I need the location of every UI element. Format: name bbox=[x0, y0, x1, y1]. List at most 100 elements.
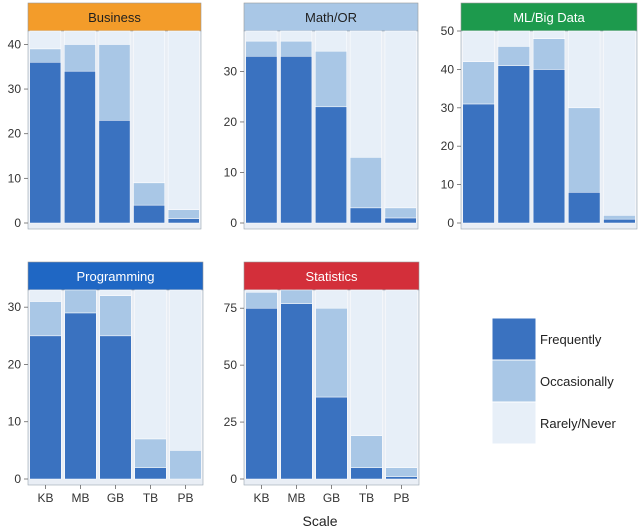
bar-programming-tb-frequently bbox=[134, 467, 167, 480]
bar-business-gb-rarely bbox=[98, 30, 131, 45]
bar-statistics-kb-rarely bbox=[245, 289, 278, 293]
legend-swatch-frequently bbox=[491, 317, 537, 361]
bar-business-pb-frequently bbox=[167, 218, 200, 224]
bar-ml-big-data-mb-occasionally bbox=[497, 46, 530, 66]
bar-math-or-tb-rarely bbox=[349, 30, 382, 158]
x-tick-label-programming-gb: GB bbox=[107, 491, 124, 505]
x-tick-label-statistics-gb: GB bbox=[323, 491, 340, 505]
y-tick-label-programming-20: 20 bbox=[8, 357, 22, 371]
bar-business-kb-frequently bbox=[29, 62, 62, 224]
y-tick-label-business-10: 10 bbox=[8, 171, 22, 185]
x-tick-label-statistics-kb: KB bbox=[253, 491, 269, 505]
panel-title-statistics: Statistics bbox=[305, 269, 358, 284]
y-tick-label-business-40: 40 bbox=[8, 37, 22, 51]
bar-math-or-mb-occasionally bbox=[280, 40, 313, 57]
y-tick-label-programming-30: 30 bbox=[8, 300, 22, 314]
panel-header-ml-big-data bbox=[460, 2, 638, 32]
panel-ml-big-data: ML/Big Data 0 10 20 30 40 50 bbox=[441, 2, 638, 230]
bar-math-or-gb-frequently bbox=[315, 106, 347, 224]
bar-ml-big-data-gb-rarely bbox=[532, 30, 566, 39]
y-tick-label-ml-big-data-20: 20 bbox=[441, 139, 455, 153]
bar-statistics-gb-frequently bbox=[315, 396, 348, 480]
bar-programming-pb-occasionally bbox=[169, 450, 202, 480]
y-tick-label-business-30: 30 bbox=[8, 82, 22, 96]
legend-label-occasionally: Occasionally bbox=[540, 374, 614, 389]
bar-math-or-tb-occasionally bbox=[349, 157, 382, 209]
bar-business-tb-occasionally bbox=[133, 182, 165, 206]
panel-title-math-or: Math/OR bbox=[305, 10, 357, 25]
bar-ml-big-data-pb-occasionally bbox=[603, 215, 636, 220]
bar-programming-kb-frequently bbox=[29, 335, 62, 480]
bar-math-or-gb-rarely bbox=[315, 30, 347, 52]
x-tick-label-programming-mb: MB bbox=[72, 491, 90, 505]
bar-business-kb-occasionally bbox=[29, 48, 62, 63]
y-tick-label-programming-0: 0 bbox=[14, 472, 21, 486]
y-tick-label-business-20: 20 bbox=[8, 127, 22, 141]
bar-math-or-pb-rarely bbox=[384, 30, 417, 209]
bar-statistics-mb-frequently bbox=[280, 303, 313, 480]
x-axis-title: Scale bbox=[302, 513, 337, 529]
legend-swatch-rarely bbox=[491, 401, 537, 445]
panel-business: Business 0 10 20 30 40 bbox=[8, 2, 202, 230]
bar-ml-big-data-gb-occasionally bbox=[532, 38, 566, 70]
x-tick-label-programming-tb: TB bbox=[143, 491, 158, 505]
bar-programming-kb-rarely bbox=[29, 289, 62, 302]
bar-statistics-pb-occasionally bbox=[385, 467, 418, 477]
bar-business-mb-occasionally bbox=[64, 44, 96, 72]
legend-label-frequently: Frequently bbox=[540, 332, 602, 347]
bar-math-or-kb-occasionally bbox=[245, 40, 278, 57]
chart-legend: Frequently Occasionally Rarely/Never bbox=[491, 317, 617, 445]
bar-statistics-gb-occasionally bbox=[315, 307, 348, 398]
bar-business-gb-occasionally bbox=[98, 44, 131, 121]
panel-header-math-or bbox=[243, 2, 419, 32]
x-tick-label-programming-kb: KB bbox=[37, 491, 53, 505]
bar-programming-gb-occasionally bbox=[99, 295, 132, 337]
x-tick-label-statistics-pb: PB bbox=[393, 491, 409, 505]
panel-header-statistics bbox=[243, 261, 420, 291]
panel-title-business: Business bbox=[88, 10, 141, 25]
bar-statistics-kb-occasionally bbox=[245, 292, 278, 309]
bar-ml-big-data-kb-occasionally bbox=[462, 61, 495, 105]
bar-programming-gb-frequently bbox=[99, 335, 132, 480]
bar-ml-big-data-pb-frequently bbox=[603, 218, 636, 224]
panel-statistics: Statistics 0 25 50 75 KB MB GB TB PB bbox=[224, 261, 420, 505]
bar-ml-big-data-pb-rarely bbox=[603, 30, 636, 216]
y-tick-label-business-0: 0 bbox=[14, 216, 21, 230]
panel-math-or: Math/OR 0 10 20 30 bbox=[224, 2, 419, 230]
bar-math-or-mb-rarely bbox=[280, 30, 313, 42]
x-tick-label-statistics-tb: TB bbox=[359, 491, 374, 505]
bar-business-mb-frequently bbox=[64, 70, 96, 224]
bar-programming-gb-rarely bbox=[99, 289, 132, 296]
bar-ml-big-data-tb-occasionally bbox=[568, 107, 601, 193]
y-tick-label-math-or-30: 30 bbox=[224, 64, 238, 78]
bar-ml-big-data-tb-rarely bbox=[568, 30, 601, 109]
bar-ml-big-data-gb-frequently bbox=[532, 69, 566, 224]
bar-business-tb-frequently bbox=[133, 204, 165, 224]
bar-programming-pb-rarely bbox=[169, 289, 202, 451]
panel-header-business bbox=[27, 2, 202, 32]
bar-statistics-pb-rarely bbox=[385, 289, 418, 468]
panel-programming: Programming 0 10 20 30 KB MB GB TB PB bbox=[8, 261, 204, 505]
bar-programming-tb-occasionally bbox=[134, 438, 167, 468]
bar-programming-kb-occasionally bbox=[29, 301, 62, 337]
bar-math-or-kb-frequently bbox=[245, 56, 278, 224]
bar-business-tb-rarely bbox=[133, 30, 165, 184]
bar-math-or-pb-occasionally bbox=[384, 207, 417, 219]
bar-ml-big-data-kb-rarely bbox=[462, 30, 495, 62]
bar-business-mb-rarely bbox=[64, 30, 96, 45]
bar-programming-mb-occasionally bbox=[64, 289, 97, 314]
x-tick-label-statistics-mb: MB bbox=[288, 491, 306, 505]
bar-statistics-gb-rarely bbox=[315, 289, 348, 309]
y-tick-label-ml-big-data-40: 40 bbox=[441, 62, 455, 76]
y-tick-label-ml-big-data-30: 30 bbox=[441, 101, 455, 115]
bar-programming-tb-rarely bbox=[134, 289, 167, 440]
y-tick-label-statistics-0: 0 bbox=[230, 472, 237, 486]
bar-business-gb-frequently bbox=[98, 120, 131, 224]
y-tick-label-ml-big-data-50: 50 bbox=[441, 24, 455, 38]
bar-business-kb-rarely bbox=[29, 30, 62, 50]
bar-math-or-gb-occasionally bbox=[315, 50, 347, 108]
y-tick-label-math-or-10: 10 bbox=[224, 165, 238, 179]
y-tick-label-math-or-20: 20 bbox=[224, 115, 238, 129]
legend-swatch-occasionally bbox=[491, 359, 537, 403]
